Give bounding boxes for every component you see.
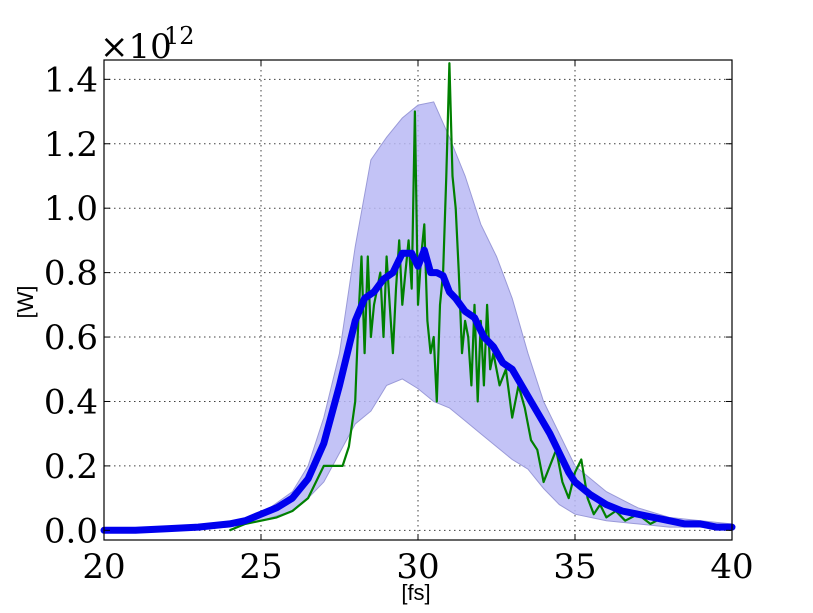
x-tick-label: 40 [710,547,753,587]
y-offset-exponent: 12 [164,22,195,50]
x-axis-label: [fs] [401,580,430,605]
x-tick-label: 35 [553,547,596,587]
y-tick-label: 0.4 [44,382,98,422]
x-tick-label: 20 [82,547,125,587]
y-axis-label: [W] [13,286,38,319]
mean-line [100,246,736,534]
y-tick-label: 0.8 [44,254,98,294]
y-tick-labels: 0.0 0.2 0.4 0.6 0.8 1.0 1.2 1.4 [44,60,98,551]
y-tick-label: 1.4 [44,60,98,100]
y-offset-label: ×10 [100,27,172,67]
y-tick-label: 0.0 [44,511,98,551]
y-tick-label: 0.2 [44,447,98,487]
single-shot-line [229,62,732,532]
y-tick-label: 1.0 [44,189,98,229]
y-tick-label: 0.6 [44,318,98,358]
single-shot-series [229,62,732,532]
y-tick-label: 1.2 [44,125,98,165]
axis-ticks [103,60,733,540]
x-tick-labels: 20 25 30 35 40 [82,547,753,587]
mean-series [100,246,736,534]
x-tick-label: 25 [239,547,282,587]
x-tick-label: 30 [396,547,439,587]
